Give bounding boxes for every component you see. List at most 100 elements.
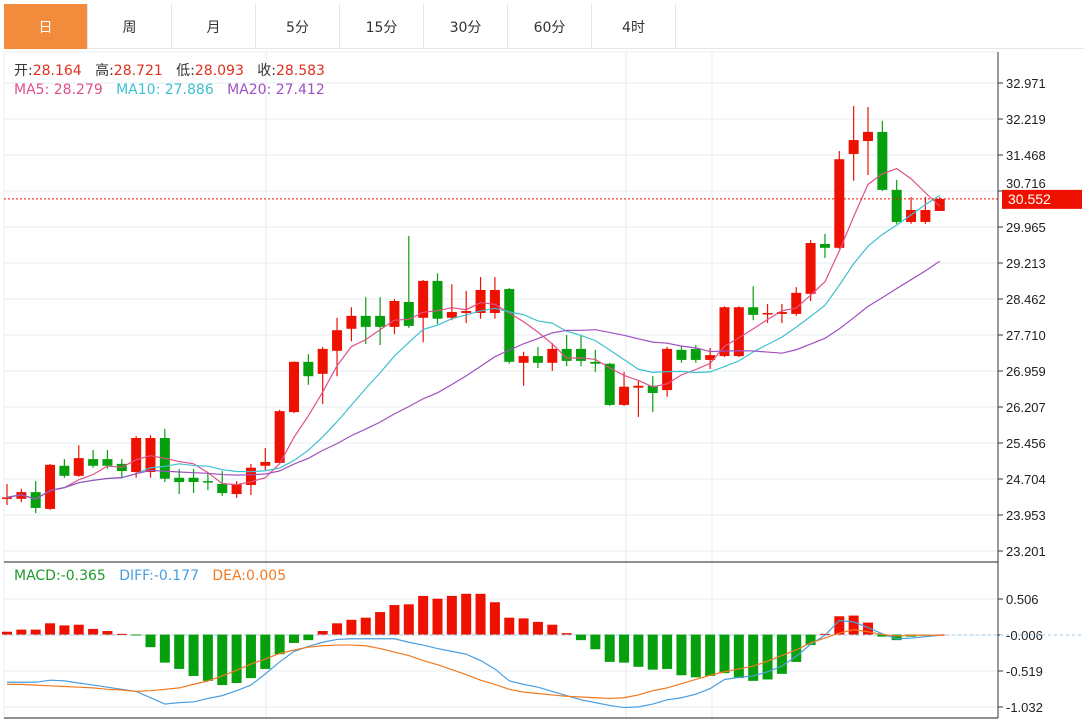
candle-up bbox=[805, 243, 816, 294]
y-tick-label: 23.953 bbox=[1006, 508, 1046, 523]
y-tick-label: 32.219 bbox=[1006, 112, 1046, 127]
macd-bar-positive bbox=[475, 593, 486, 635]
tab-5分[interactable]: 5分 bbox=[256, 4, 340, 49]
macd-bar-negative bbox=[274, 634, 285, 655]
tab-日[interactable]: 日 bbox=[4, 4, 88, 49]
macd-bar-positive bbox=[848, 615, 859, 635]
last-price-badge bbox=[1002, 189, 1082, 209]
candle-up bbox=[231, 483, 242, 495]
macd-bar-positive bbox=[532, 621, 543, 635]
candle-up bbox=[260, 461, 271, 466]
macd-bar-positive bbox=[418, 595, 429, 635]
diff-value: -0.177 bbox=[153, 568, 199, 584]
plot-frame bbox=[3, 51, 999, 719]
candle-down bbox=[877, 131, 888, 190]
macd-bar-positive bbox=[389, 605, 400, 635]
candle-up bbox=[906, 209, 917, 222]
candle-up bbox=[16, 492, 27, 499]
y-tick-label: 27.710 bbox=[1006, 328, 1046, 343]
y-tick-label: 25.456 bbox=[1006, 436, 1046, 451]
ma20-line bbox=[6, 260, 941, 500]
tab-30分[interactable]: 30分 bbox=[424, 4, 508, 49]
last-price-label: 30.552 bbox=[1008, 191, 1051, 207]
y-tick-label: 32.971 bbox=[1006, 76, 1046, 91]
macd-bar-negative bbox=[245, 634, 256, 679]
close-label: 收: bbox=[257, 63, 276, 79]
candle-down bbox=[432, 280, 443, 319]
candle-down bbox=[532, 356, 543, 363]
candle-up bbox=[446, 312, 457, 318]
open-label: 开: bbox=[14, 63, 33, 79]
tab-4时[interactable]: 4时 bbox=[592, 4, 676, 49]
candle-down bbox=[202, 481, 213, 483]
high-label: 高: bbox=[95, 63, 114, 79]
macd-bar-positive bbox=[360, 617, 371, 635]
macd-bar-positive bbox=[403, 604, 414, 635]
candle-down bbox=[159, 437, 170, 479]
macd-bar-positive bbox=[432, 598, 443, 635]
candle-up bbox=[762, 312, 773, 315]
dea-value: 0.005 bbox=[246, 568, 287, 584]
candle-down bbox=[561, 348, 572, 361]
y-tick-label: 26.207 bbox=[1006, 400, 1046, 415]
open-value: 28.164 bbox=[32, 63, 82, 79]
candle-down bbox=[102, 459, 113, 466]
candle-down bbox=[303, 361, 314, 377]
low-value: 28.093 bbox=[194, 63, 244, 79]
macd-y-tick-label: -1.032 bbox=[1006, 700, 1043, 715]
candle-up bbox=[547, 348, 558, 363]
candle-up bbox=[719, 307, 730, 357]
macd-bar-positive bbox=[116, 633, 127, 635]
tab-15分[interactable]: 15分 bbox=[340, 4, 424, 49]
candle-down bbox=[891, 189, 902, 222]
macd-bar-positive bbox=[2, 631, 12, 635]
candle-up bbox=[145, 437, 156, 473]
tab-月[interactable]: 月 bbox=[172, 4, 256, 49]
candle-up bbox=[475, 289, 486, 313]
candle-up bbox=[317, 348, 328, 374]
tab-周[interactable]: 周 bbox=[88, 4, 172, 49]
y-tick-label: 28.462 bbox=[1006, 292, 1046, 307]
candle-up bbox=[346, 315, 357, 329]
macd-bar-negative bbox=[202, 634, 213, 681]
macd-bar-positive bbox=[518, 618, 529, 635]
y-tick-label: 29.965 bbox=[1006, 220, 1046, 235]
close-value: 28.583 bbox=[275, 63, 325, 79]
tab-60分[interactable]: 60分 bbox=[508, 4, 592, 49]
diff-line bbox=[7, 619, 940, 709]
macd-bar-negative bbox=[260, 634, 271, 669]
macd-y-tick-label: -0.006 bbox=[1006, 628, 1043, 643]
candle-down bbox=[88, 459, 99, 466]
candle-down bbox=[647, 385, 658, 393]
candle-down bbox=[59, 465, 70, 476]
candle-down bbox=[576, 348, 586, 361]
ma5-label: MA5: bbox=[14, 82, 50, 98]
candle-up bbox=[73, 458, 84, 476]
macd-bar-negative bbox=[576, 634, 586, 641]
ma5-value: 28.279 bbox=[53, 82, 103, 98]
candle-down bbox=[403, 301, 414, 326]
candle-up bbox=[2, 497, 12, 499]
dea-line bbox=[7, 629, 940, 700]
macd-bar-negative bbox=[145, 634, 156, 648]
diff-label: DIFF: bbox=[119, 568, 154, 584]
candle-up bbox=[489, 289, 500, 313]
candle-up bbox=[633, 385, 644, 388]
candle-up bbox=[274, 411, 285, 463]
candle-up bbox=[131, 437, 142, 473]
ma10-line bbox=[6, 194, 941, 500]
macd-bar-positive bbox=[834, 616, 845, 635]
candle-up bbox=[332, 330, 343, 351]
candle-down bbox=[116, 463, 127, 472]
candle-up bbox=[776, 312, 787, 314]
period-tabs: 日周月 5分 15分 30分 60分 4时 bbox=[4, 4, 1084, 49]
macd-bar-negative bbox=[174, 634, 185, 669]
candle-up bbox=[289, 361, 299, 413]
macd-bar-positive bbox=[819, 633, 830, 635]
y-tick-label: 31.468 bbox=[1006, 148, 1046, 163]
candle-down bbox=[360, 315, 371, 327]
macd-bar-negative bbox=[676, 634, 687, 676]
ohlc-info: 开:28.164 高:28.721 低:28.093 收:28.583 bbox=[14, 60, 325, 80]
macd-bar-positive bbox=[461, 593, 472, 635]
